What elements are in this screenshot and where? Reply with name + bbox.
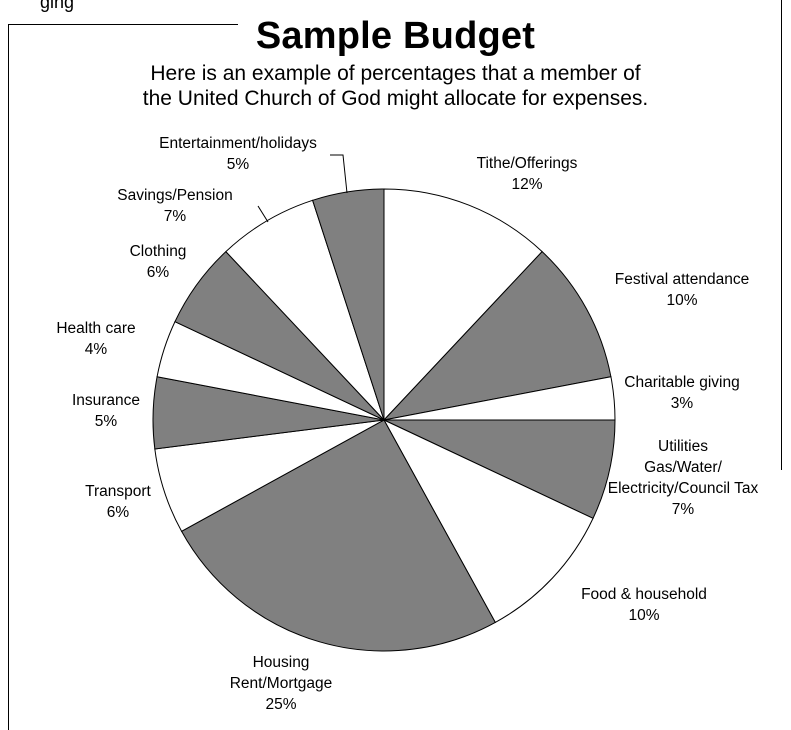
- slice-label: Festival attendance 10%: [582, 269, 782, 311]
- slice-label: Health care 4%: [36, 318, 156, 360]
- slice-value-label: 5%: [226, 156, 250, 173]
- slice-label: Entertainment/holidays 5%: [128, 133, 348, 175]
- slice-label: Food & household 10%: [554, 584, 734, 626]
- slice-label: Utilities Gas/Water/Electricity/Council T…: [578, 436, 788, 520]
- slice-value-label: 12%: [511, 176, 543, 193]
- slice-label: Insurance 5%: [46, 390, 166, 432]
- leader-line: [257, 205, 269, 223]
- slice-label: Tithe/Offerings 12%: [437, 153, 617, 195]
- slice-label-text: Health care: [56, 320, 136, 337]
- pie-slice: [180, 419, 496, 652]
- slice-label-text: Festival attendance: [614, 271, 750, 288]
- pie-slice: [311, 188, 385, 421]
- slice-value-label: 5%: [94, 413, 118, 430]
- pie-slice: [383, 419, 616, 520]
- slice-label-text: Entertainment/holidays: [159, 135, 317, 152]
- slice-value-label: 4%: [84, 341, 108, 358]
- pie-slice: [225, 199, 385, 421]
- chart-title: Sample Budget: [255, 15, 536, 57]
- slice-label-text: Food & household: [581, 586, 707, 603]
- slice-label-text: Rent/Mortgage: [229, 675, 333, 692]
- pie-slice: [383, 188, 543, 422]
- slice-label-text: Housing: [252, 654, 310, 671]
- slice-value-label: 7%: [163, 208, 187, 225]
- slice-label: Housing Rent/Mortgage 25%: [191, 652, 371, 715]
- slice-label-text: Electricity/Council Tax: [607, 480, 759, 497]
- slice-label-text: Insurance: [71, 392, 141, 409]
- slice-value-label: 3%: [670, 395, 694, 412]
- slice-label: Clothing 6%: [98, 241, 218, 283]
- slice-label-text: Utilities: [658, 438, 708, 455]
- slice-label-text: Savings/Pension: [117, 187, 233, 204]
- slice-label-text: Tithe/Offerings: [476, 155, 578, 172]
- frame-border-right: [781, 0, 782, 470]
- slice-label-text: Clothing: [129, 243, 187, 260]
- slice-label-text: Charitable giving: [624, 374, 740, 391]
- slice-value-label: 25%: [265, 696, 297, 713]
- slice-value-label: 6%: [146, 264, 170, 281]
- slice-value-label: 6%: [106, 504, 130, 521]
- slice-value-label: 10%: [666, 292, 698, 309]
- slice-value-label: 7%: [671, 501, 695, 518]
- frame-border-top: [8, 24, 238, 25]
- chart-subtitle-line: the United Church of God might allocate …: [142, 87, 649, 110]
- slice-label-text: Transport: [85, 483, 151, 500]
- header-partial-text: ging: [40, 0, 75, 12]
- chart-subtitle-line: Here is an example of percentages that a…: [150, 62, 641, 85]
- slice-label: Charitable giving 3%: [592, 372, 772, 414]
- leader-line: [330, 154, 348, 194]
- slice-label: Savings/Pension 7%: [95, 185, 255, 227]
- slice-value-label: 10%: [628, 607, 660, 624]
- pie-slice: [382, 418, 594, 624]
- frame-border-left: [8, 24, 9, 730]
- pie-slice: [382, 250, 612, 421]
- slice-label: Transport 6%: [58, 481, 178, 523]
- chart-subtitle: Here is an example of percentages that a…: [0, 61, 791, 111]
- slice-label-text: Gas/Water/: [644, 459, 722, 476]
